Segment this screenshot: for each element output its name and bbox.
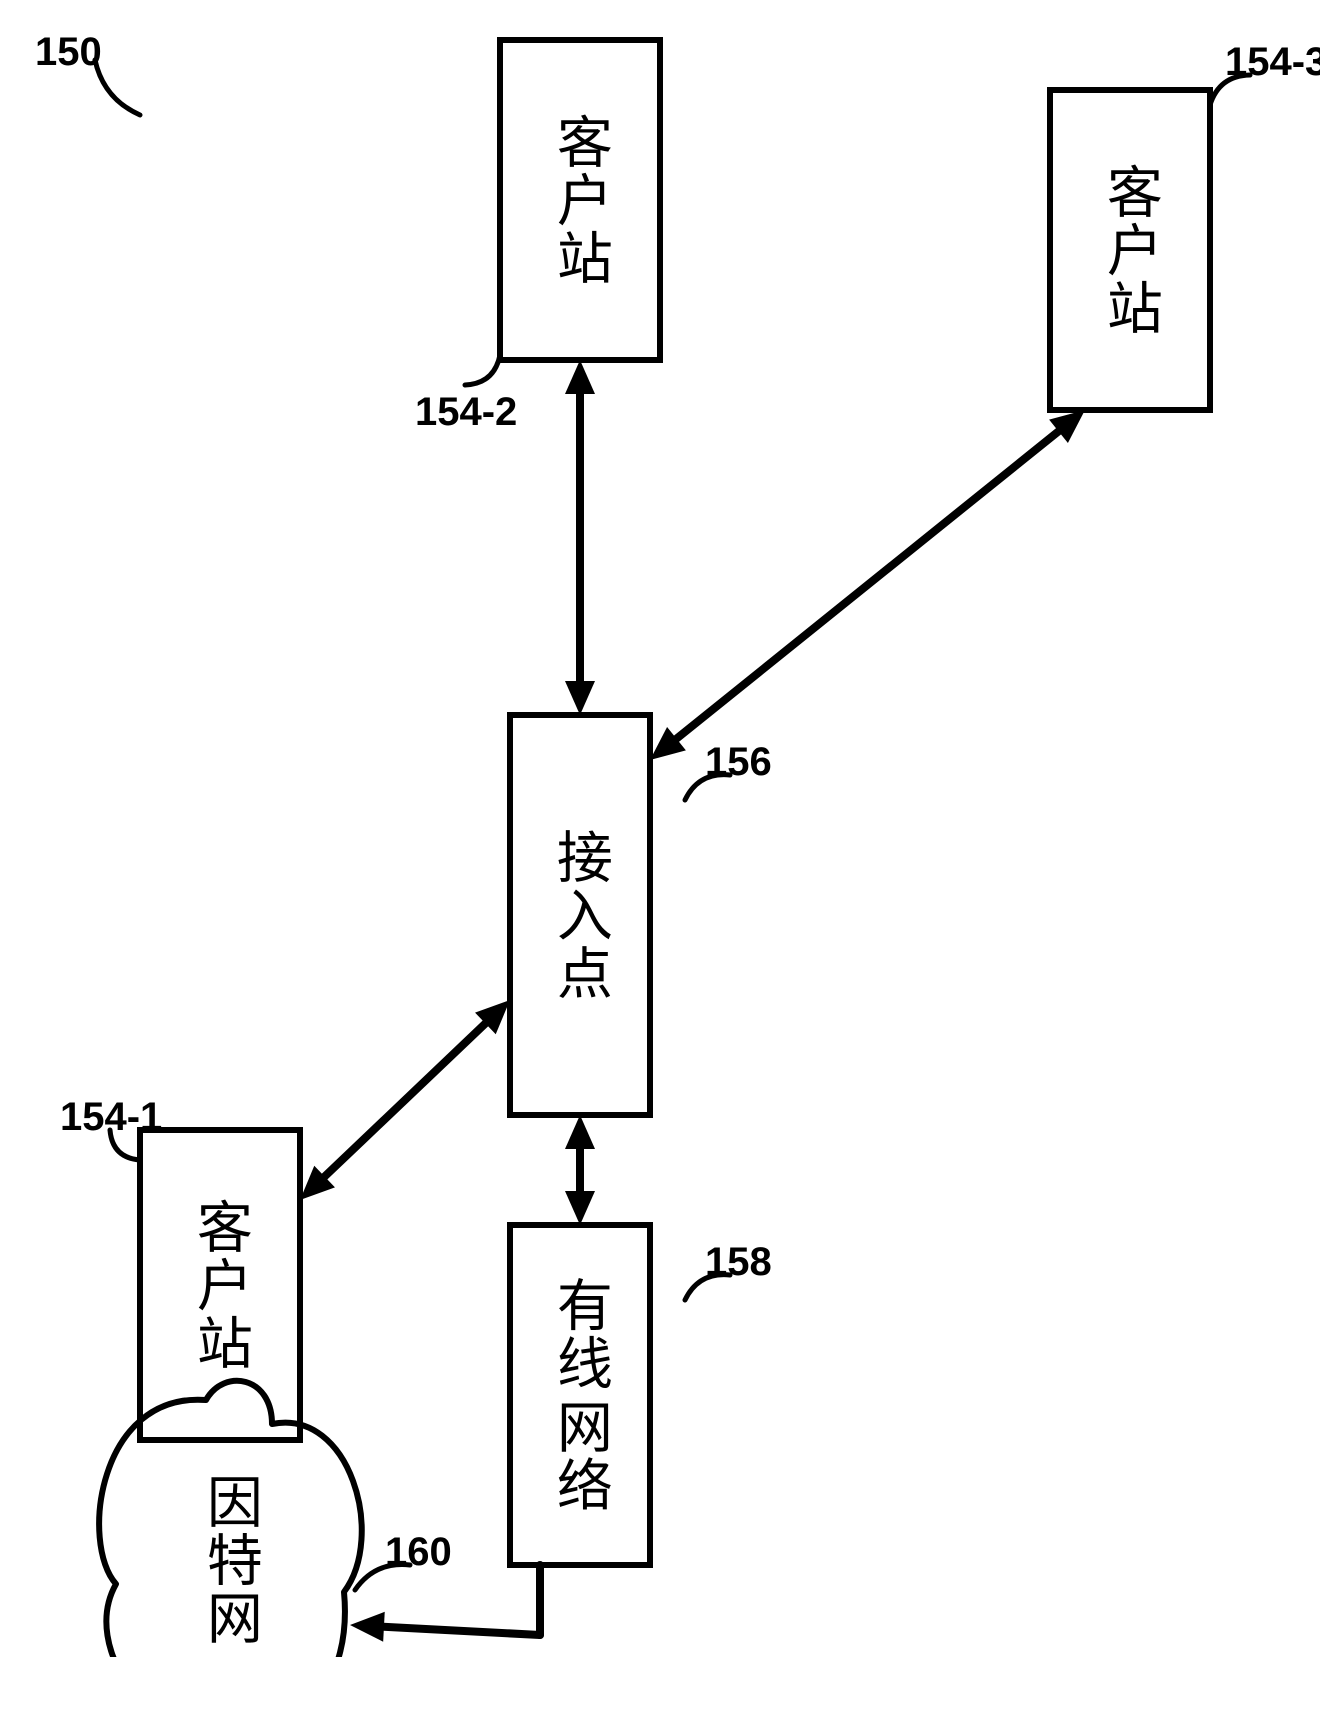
ref-label: 154-1 [60, 1095, 162, 1140]
node-client3: 客户站 [1050, 90, 1210, 410]
ref-label: 160 [385, 1530, 452, 1575]
ref-label: 158 [705, 1240, 772, 1285]
node-wired: 有线网络 [510, 1225, 650, 1565]
ref-label: 156 [705, 740, 772, 785]
ref-label: 154-2 [415, 390, 517, 435]
node-client1: 客户站 [140, 1130, 300, 1440]
node-label: 客户站 [1101, 163, 1160, 337]
node-internet: 因特网 [110, 1400, 350, 1720]
node-ap: 接入点 [510, 715, 650, 1115]
node-label: 客户站 [551, 113, 610, 287]
ref-label: 154-3 [1225, 40, 1320, 85]
node-client2: 客户站 [500, 40, 660, 360]
diagram-stage: 客户站客户站客户站接入点有线网络因特网150154-1154-2154-3156… [0, 0, 1320, 1657]
node-label: 因特网 [201, 1473, 260, 1647]
node-label: 接入点 [551, 828, 610, 1002]
ref-label: 150 [35, 30, 102, 75]
node-label: 客户站 [191, 1198, 250, 1372]
